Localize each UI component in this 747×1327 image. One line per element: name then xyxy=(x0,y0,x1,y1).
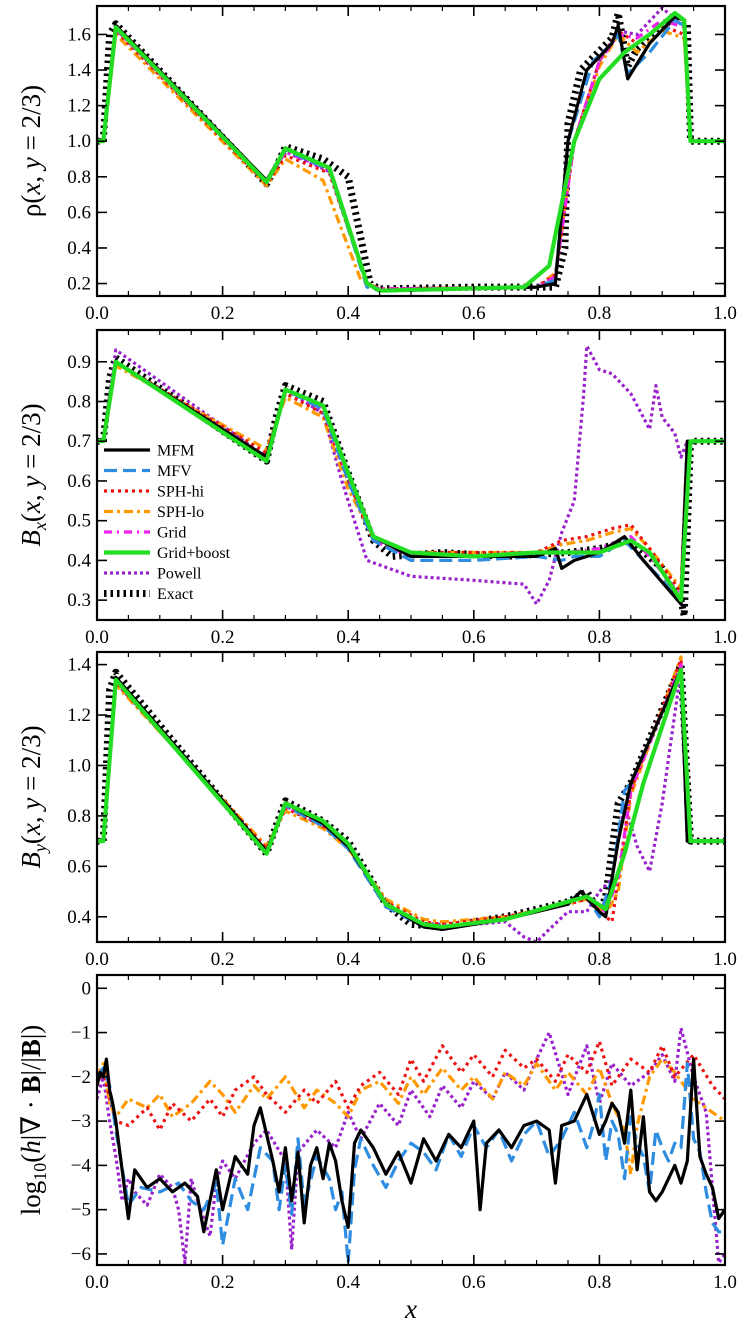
y-tick-label: 1.2 xyxy=(67,96,91,117)
x-tick-label: 0.2 xyxy=(211,303,235,324)
x-tick-label: 0.4 xyxy=(336,1272,360,1293)
x-tick-label: 0.2 xyxy=(211,949,235,970)
y-tick-label: 1.0 xyxy=(67,755,91,776)
series-line-sph-hi xyxy=(97,1039,725,1132)
y-tick-label: 0.5 xyxy=(67,511,91,532)
y-tick-label: −6 xyxy=(71,1244,91,1265)
legend-label-sph-lo: SPH-lo xyxy=(157,504,204,521)
series-line-grid xyxy=(97,662,725,929)
legend-label-mfm: MFM xyxy=(157,443,194,460)
y-tick-label: 0.6 xyxy=(67,856,91,877)
x-tick-label: 0.2 xyxy=(211,627,235,648)
y-tick-label: 0.4 xyxy=(67,550,91,571)
series-line-mfv xyxy=(97,1061,725,1265)
x-tick-label: 0.4 xyxy=(336,949,360,970)
series-line-sph-lo xyxy=(97,1057,725,1176)
by-panel: 0.0 0.2 0.4 0.6 0.8 1.0 0.4 0.6 0.8 1.0 1.2 1.4 By(x… xyxy=(16,650,737,970)
y-tick-label: −1 xyxy=(71,1023,91,1044)
series-line-powell xyxy=(97,344,725,606)
series-line-mfm xyxy=(97,1057,725,1234)
x-tick-label: 0.0 xyxy=(85,949,109,970)
y-tick-label: 0.7 xyxy=(67,431,91,452)
x-tick-label: 0.4 xyxy=(336,627,360,648)
y-tick-label: 0.3 xyxy=(67,590,91,611)
legend-label-grid-boost: Grid+boost xyxy=(157,545,231,562)
x-tick-label: 0.6 xyxy=(462,627,486,648)
y-axis-label: By(x, y = 2/3) xyxy=(16,725,50,868)
y-tick-label: −4 xyxy=(71,1155,92,1176)
y-tick-label: 0.6 xyxy=(67,202,91,223)
y-tick-label: 0.9 xyxy=(67,352,91,373)
y-tick-label: 1.2 xyxy=(67,705,91,726)
y-axis-label: Bx(x, y = 2/3) xyxy=(16,403,50,546)
series-line-mfv xyxy=(97,18,725,293)
series-line-exact xyxy=(97,9,725,293)
y-tick-label: 0.8 xyxy=(67,806,91,827)
y-tick-label: 1.6 xyxy=(67,24,91,45)
series-line-mfv xyxy=(97,360,725,602)
y-tick-label: 0.8 xyxy=(67,167,91,188)
series-line-grid xyxy=(97,18,725,291)
series-line-powell xyxy=(97,6,725,291)
x-tick-label: 1.0 xyxy=(713,303,737,324)
x-tick-label: 1.0 xyxy=(713,627,737,648)
bx-panel: 0.0 0.2 0.4 0.6 0.8 1.0 0.3 0.4 0.5 0.6 0.7 0.8 0.9 B… xyxy=(16,328,737,648)
y-tick-label: −3 xyxy=(71,1111,91,1132)
x-tick-label: 1.0 xyxy=(713,949,737,970)
y-tick-label: 0.6 xyxy=(67,471,91,492)
divb-panel: 0.0 0.2 0.4 0.6 0.8 1.0 0 −1 −2 −3 −4 −5 −6 log10(h|∇… xyxy=(16,973,737,1324)
series-line-grid-boost xyxy=(97,667,725,930)
density-panel: 0.0 0.2 0.4 0.6 0.8 1.0 0.2 0.4 0.6 0.8 1.0 1.2 1.4 1… xyxy=(16,4,737,324)
series-line-mfm xyxy=(97,668,725,932)
x-tick-label: 0.0 xyxy=(85,303,109,324)
y-tick-label: 0.8 xyxy=(67,392,91,413)
legend-label-grid: Grid xyxy=(157,525,186,542)
y-tick-label: 0 xyxy=(82,978,92,999)
legend-label-powell: Powell xyxy=(157,566,202,583)
x-tick-label: 0.8 xyxy=(588,303,612,324)
x-tick-label: 0.6 xyxy=(462,949,486,970)
x-tick-label: 0.4 xyxy=(336,303,360,324)
x-tick-label: 0.2 xyxy=(211,1272,235,1293)
x-tick-label: 0.0 xyxy=(85,627,109,648)
series-line-mfv xyxy=(97,668,725,932)
x-tick-label: 0.8 xyxy=(588,949,612,970)
legend-label-mfv: MFV xyxy=(157,463,192,480)
legend-label-exact: Exact xyxy=(157,586,194,603)
y-tick-label: 1.4 xyxy=(67,60,91,81)
y-tick-label: 0.4 xyxy=(67,907,91,928)
x-tick-label: 0.0 xyxy=(85,1272,109,1293)
y-tick-label: −2 xyxy=(71,1067,91,1088)
y-tick-label: −5 xyxy=(71,1200,91,1221)
series-line-grid-boost xyxy=(97,359,725,603)
legend: MFM MFV SPH-hi SPH-lo Grid Grid+boost Powell Ex… xyxy=(104,443,231,603)
x-axis-label: x xyxy=(404,1294,417,1324)
series-line-grid-boost xyxy=(97,11,725,293)
y-tick-label: 1.4 xyxy=(67,655,91,676)
y-tick-label: 0.2 xyxy=(67,274,91,295)
y-axis-label: log10(h|∇ · B|/|B|) xyxy=(16,1025,50,1216)
legend-label-sph-hi: SPH-hi xyxy=(157,484,205,501)
x-tick-label: 0.6 xyxy=(462,303,486,324)
x-tick-label: 0.8 xyxy=(588,627,612,648)
y-tick-label: 0.4 xyxy=(67,238,91,259)
y-axis-label: ρ(x, y = 2/3) xyxy=(16,85,46,217)
series-line-sph-hi xyxy=(97,360,725,594)
x-tick-label: 0.8 xyxy=(588,1272,612,1293)
x-tick-label: 0.6 xyxy=(462,1272,486,1293)
x-tick-label: 1.0 xyxy=(713,1272,737,1293)
series-line-sph-hi xyxy=(97,657,725,926)
y-tick-label: 1.0 xyxy=(67,131,91,152)
